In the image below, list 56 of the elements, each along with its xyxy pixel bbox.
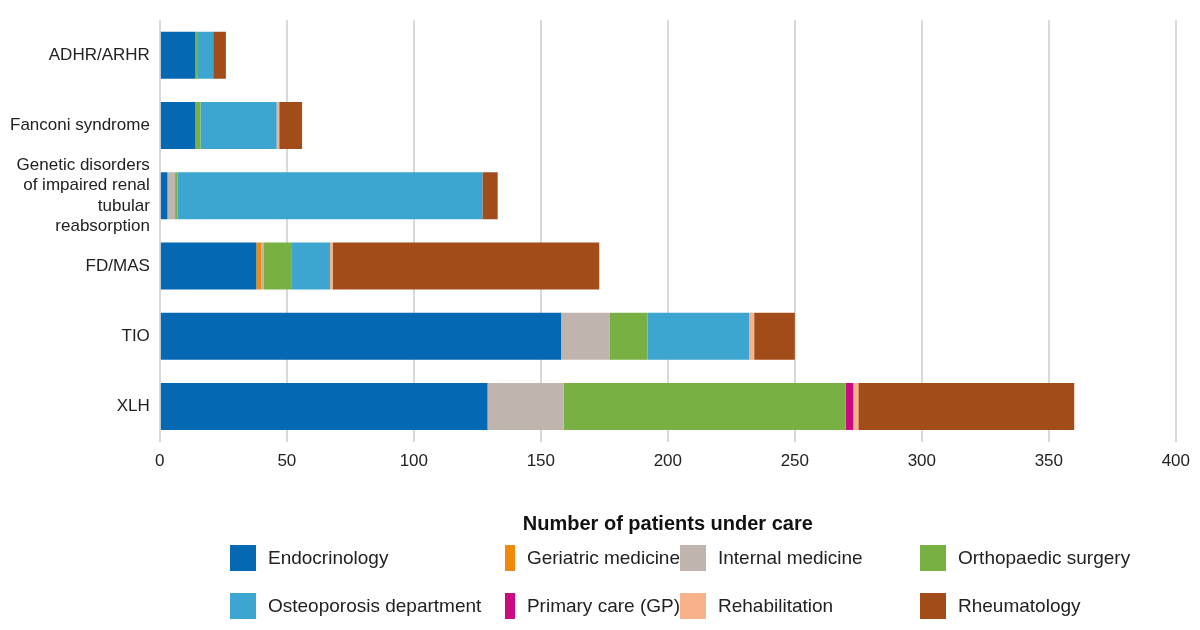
bar bbox=[256, 242, 262, 290]
bar bbox=[845, 382, 854, 431]
legend-label: Internal medicine bbox=[718, 547, 863, 569]
legend-label: Osteoporosis department bbox=[268, 595, 482, 617]
x-tick-label: 150 bbox=[526, 451, 556, 471]
x-tick-label: 300 bbox=[907, 451, 937, 471]
bar bbox=[482, 172, 498, 220]
bar bbox=[160, 312, 562, 360]
bar bbox=[561, 312, 610, 360]
bar bbox=[175, 172, 178, 220]
bar bbox=[160, 102, 196, 150]
legend-label: Rehabilitation bbox=[718, 595, 834, 617]
x-tick-label: 50 bbox=[277, 451, 297, 471]
bar bbox=[858, 382, 1075, 431]
bar bbox=[279, 102, 303, 150]
bar bbox=[291, 242, 331, 290]
bar bbox=[160, 31, 196, 79]
bar bbox=[160, 172, 168, 220]
bar bbox=[160, 242, 257, 290]
y-tick-label: FD/MAS bbox=[85, 255, 150, 275]
bar bbox=[195, 31, 198, 79]
bar bbox=[563, 382, 846, 431]
bar bbox=[195, 102, 201, 150]
x-tick-label: 200 bbox=[653, 451, 683, 471]
bar bbox=[749, 312, 755, 360]
bar bbox=[167, 172, 176, 220]
bar bbox=[754, 312, 795, 360]
bar bbox=[197, 31, 214, 79]
bar bbox=[213, 31, 226, 79]
bar bbox=[177, 172, 483, 220]
x-tick-label: 350 bbox=[1034, 451, 1064, 471]
y-tick-label: Genetic disorders of impaired renal tubular reabsorption bbox=[16, 154, 151, 236]
legend-label: Geriatric medicine bbox=[526, 547, 680, 569]
bar bbox=[332, 242, 600, 290]
x-axis-title: Number of patients under care bbox=[522, 511, 813, 534]
legend-label: Primary care (GP) bbox=[526, 595, 680, 617]
bar bbox=[200, 102, 277, 150]
legend-label: Orthopaedic surgery bbox=[958, 547, 1131, 569]
bar bbox=[261, 242, 264, 290]
y-tick-label: ADHR/ARHR bbox=[48, 45, 150, 64]
x-tick-label: 100 bbox=[399, 451, 429, 471]
x-tick-label: 0 bbox=[155, 451, 165, 471]
bar bbox=[263, 242, 292, 290]
legend-label: Rheumatology bbox=[958, 595, 1081, 617]
bar bbox=[487, 382, 564, 431]
y-tick-label: Fanconi syndrome bbox=[10, 115, 150, 135]
x-tick-label: 250 bbox=[780, 451, 810, 471]
bar bbox=[853, 382, 859, 431]
bar bbox=[160, 382, 488, 431]
legend-label: Endocrinology bbox=[268, 547, 389, 569]
bar bbox=[609, 312, 648, 360]
x-tick-label: 400 bbox=[1161, 451, 1191, 471]
y-tick-label: XLH bbox=[116, 396, 150, 416]
y-tick-label: TIO bbox=[121, 325, 150, 345]
bar bbox=[330, 242, 333, 290]
bar bbox=[647, 312, 750, 360]
